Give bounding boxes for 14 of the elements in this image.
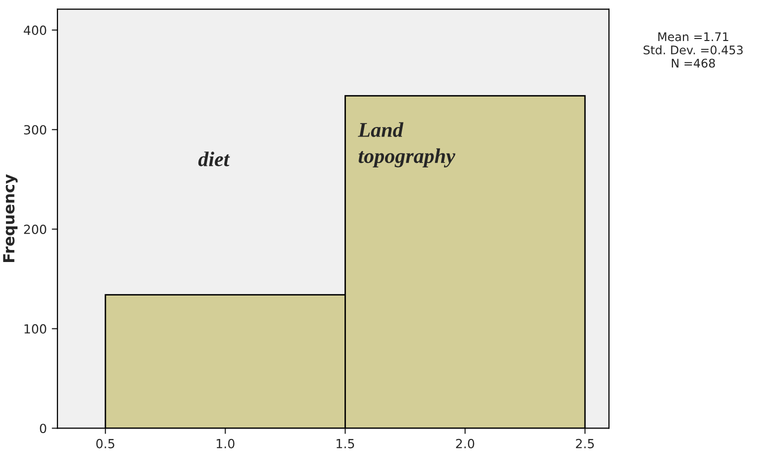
x-tick-label: 2.0 (456, 438, 474, 448)
y-tick-label: 300 (24, 125, 46, 135)
annotation: Land topography (358, 122, 456, 168)
y-axis-title: Frequency (3, 174, 18, 262)
x-tick-label: 0.5 (96, 438, 114, 448)
text: Mean =1.71 Std. Dev. =0.453 N =468 (644, 32, 743, 68)
x-tick-label: 2.5 (576, 438, 594, 448)
y-tick-label: 0 (40, 424, 46, 434)
y-tick-label: 200 (24, 224, 46, 234)
x-tick-label: 1.5 (336, 439, 354, 448)
x-tick-label: 1.0 (216, 438, 234, 448)
y-tick-label: 400 (24, 26, 46, 35)
y-tick-label: 100 (24, 324, 46, 334)
annotation: diet (198, 152, 230, 166)
